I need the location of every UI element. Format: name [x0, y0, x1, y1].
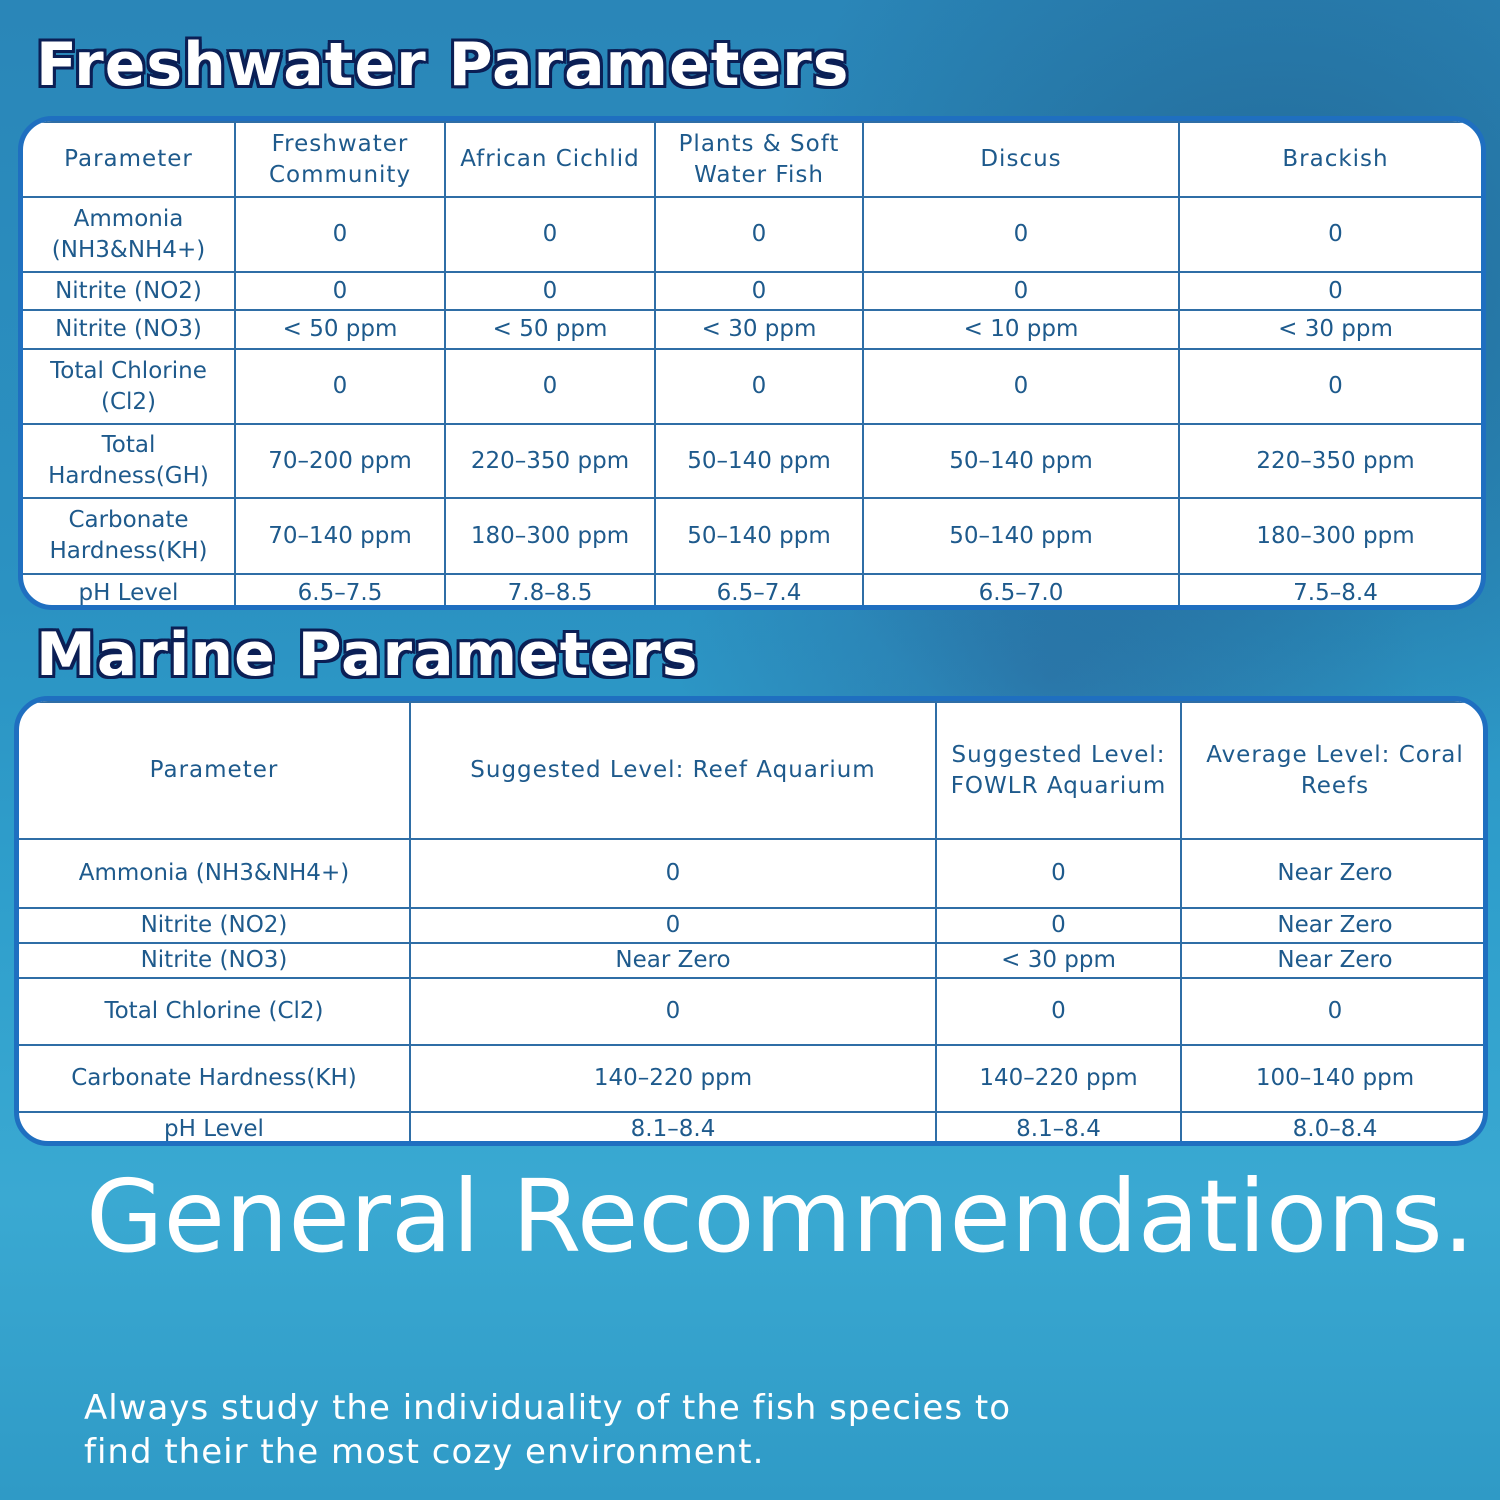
value-cell: 0 [409, 977, 937, 1046]
value-cell: Near Zero [1180, 838, 1483, 909]
value-cell: 0 [1180, 977, 1483, 1046]
value-cell: 70–200 ppm [234, 423, 446, 499]
value-cell: < 50 ppm [444, 309, 656, 350]
table-row: Carbonate Hardness(KH) 70–140 ppm 180–300 … [23, 497, 1481, 575]
value-cell: 0 [409, 838, 937, 909]
value-cell: 70–140 ppm [234, 497, 446, 575]
parameter-cell: Ammonia (NH3&NH4+) [19, 838, 411, 909]
value-cell: Near Zero [409, 942, 937, 979]
value-cell: 0 [1178, 196, 1481, 273]
value-cell: < 30 ppm [1178, 309, 1481, 350]
value-cell: 0 [935, 977, 1182, 1046]
parameter-cell: Nitrite (NO3) [19, 942, 411, 979]
value-cell: 220–350 ppm [444, 423, 656, 499]
value-cell: 180–300 ppm [444, 497, 656, 575]
column-header: African Cichlid [444, 121, 656, 198]
value-cell: 0 [935, 907, 1182, 944]
value-cell: < 30 ppm [654, 309, 864, 350]
parameter-cell: Nitrite (NO3) [23, 309, 236, 350]
parameter-cell: Total Hardness(GH) [23, 423, 236, 499]
parameter-cell: Nitrite (NO2) [23, 271, 236, 311]
value-cell: 0 [862, 271, 1180, 311]
table-row: pH Level 6.5–7.5 7.8–8.5 6.5–7.4 6.5–7.0 7.5–… [23, 573, 1481, 605]
value-cell: Near Zero [1180, 907, 1483, 944]
marine-table: Parameter Suggested Level: Reef Aquarium S… [14, 696, 1488, 1146]
value-cell: < 30 ppm [935, 942, 1182, 979]
table-row: Total Hardness(GH) 70–200 ppm 220–350 ppm 5… [23, 423, 1481, 499]
parameter-cell: Nitrite (NO2) [19, 907, 411, 944]
value-cell: 50–140 ppm [862, 423, 1180, 499]
value-cell: 0 [654, 271, 864, 311]
column-header: Brackish [1178, 121, 1481, 198]
table-row: Total Chlorine (Cl2) 0 0 0 0 0 [23, 348, 1481, 425]
freshwater-table: Parameter Freshwater Community African Cic… [18, 116, 1486, 610]
parameter-cell: Total Chlorine (Cl2) [23, 348, 236, 425]
column-header: Discus [862, 121, 1180, 198]
column-header: Suggested Level: Reef Aquarium [409, 701, 937, 840]
value-cell: 180–300 ppm [1178, 497, 1481, 575]
header-row: Parameter Freshwater Community African Cic… [23, 121, 1481, 198]
value-cell: 50–140 ppm [654, 497, 864, 575]
table-row: Nitrite (NO2) 0 0 Near Zero [19, 907, 1483, 944]
value-cell: 0 [1178, 271, 1481, 311]
table-row: Nitrite (NO2) 0 0 0 0 0 [23, 271, 1481, 311]
value-cell: 0 [444, 271, 656, 311]
value-cell: 50–140 ppm [862, 497, 1180, 575]
value-cell: 0 [234, 348, 446, 425]
freshwater-title: Freshwater Parameters [36, 30, 850, 100]
value-cell: 0 [862, 348, 1180, 425]
value-cell: 0 [862, 196, 1180, 273]
general-recommendations-text: Always study the individuality of the fi… [84, 1388, 1012, 1472]
value-cell: 8.1–8.4 [409, 1111, 937, 1141]
value-cell: 8.1–8.4 [935, 1111, 1182, 1141]
value-cell: 6.5–7.4 [654, 573, 864, 605]
value-cell: 50–140 ppm [654, 423, 864, 499]
marine-title: Marine Parameters [36, 620, 699, 690]
value-cell: 100–140 ppm [1180, 1044, 1483, 1113]
column-header: Suggested Level: FOWLR Aquarium [935, 701, 1182, 840]
value-cell: 6.5–7.5 [234, 573, 446, 605]
value-cell: 220–350 ppm [1178, 423, 1481, 499]
column-header: Freshwater Community [234, 121, 446, 198]
value-cell: < 10 ppm [862, 309, 1180, 350]
parameter-cell: pH Level [19, 1111, 411, 1141]
header-row: Parameter Suggested Level: Reef Aquarium S… [19, 701, 1483, 840]
value-cell: 7.8–8.5 [444, 573, 656, 605]
table-row: pH Level 8.1–8.4 8.1–8.4 8.0–8.4 [19, 1111, 1483, 1141]
value-cell: < 50 ppm [234, 309, 446, 350]
value-cell: 6.5–7.0 [862, 573, 1180, 605]
value-cell: 7.5–8.4 [1178, 573, 1481, 605]
value-cell: 0 [654, 196, 864, 273]
table-row: Nitrite (NO3) < 50 ppm < 50 ppm < 30 ppm < 1… [23, 309, 1481, 350]
column-header: Average Level: Coral Reefs [1180, 701, 1483, 840]
value-cell: 0 [444, 348, 656, 425]
parameter-cell: Total Chlorine (Cl2) [19, 977, 411, 1046]
value-cell: 140–220 ppm [409, 1044, 937, 1113]
parameter-cell: Ammonia (NH3&NH4+) [23, 196, 236, 273]
value-cell: 0 [234, 196, 446, 273]
parameter-cell: Carbonate Hardness(KH) [19, 1044, 411, 1113]
value-cell: 0 [1178, 348, 1481, 425]
value-cell: 0 [234, 271, 446, 311]
table-row: Total Chlorine (Cl2) 0 0 0 [19, 977, 1483, 1046]
column-header: Parameter [19, 701, 411, 840]
value-cell: 0 [935, 838, 1182, 909]
parameter-cell: pH Level [23, 573, 236, 605]
table-row: Nitrite (NO3) Near Zero < 30 ppm Near Zero [19, 942, 1483, 979]
value-cell: 140–220 ppm [935, 1044, 1182, 1113]
value-cell: Near Zero [1180, 942, 1483, 979]
table-row: Ammonia (NH3&NH4+) 0 0 0 0 0 [23, 196, 1481, 273]
column-header: Parameter [23, 121, 236, 198]
value-cell: 8.0–8.4 [1180, 1111, 1483, 1141]
parameter-cell: Carbonate Hardness(KH) [23, 497, 236, 575]
table-row: Ammonia (NH3&NH4+) 0 0 Near Zero [19, 838, 1483, 909]
column-header: Plants & Soft Water Fish [654, 121, 864, 198]
general-recommendations-title: General Recommendations. [86, 1158, 1475, 1275]
value-cell: 0 [444, 196, 656, 273]
value-cell: 0 [654, 348, 864, 425]
value-cell: 0 [409, 907, 937, 944]
table-row: Carbonate Hardness(KH) 140–220 ppm 140–220… [19, 1044, 1483, 1113]
